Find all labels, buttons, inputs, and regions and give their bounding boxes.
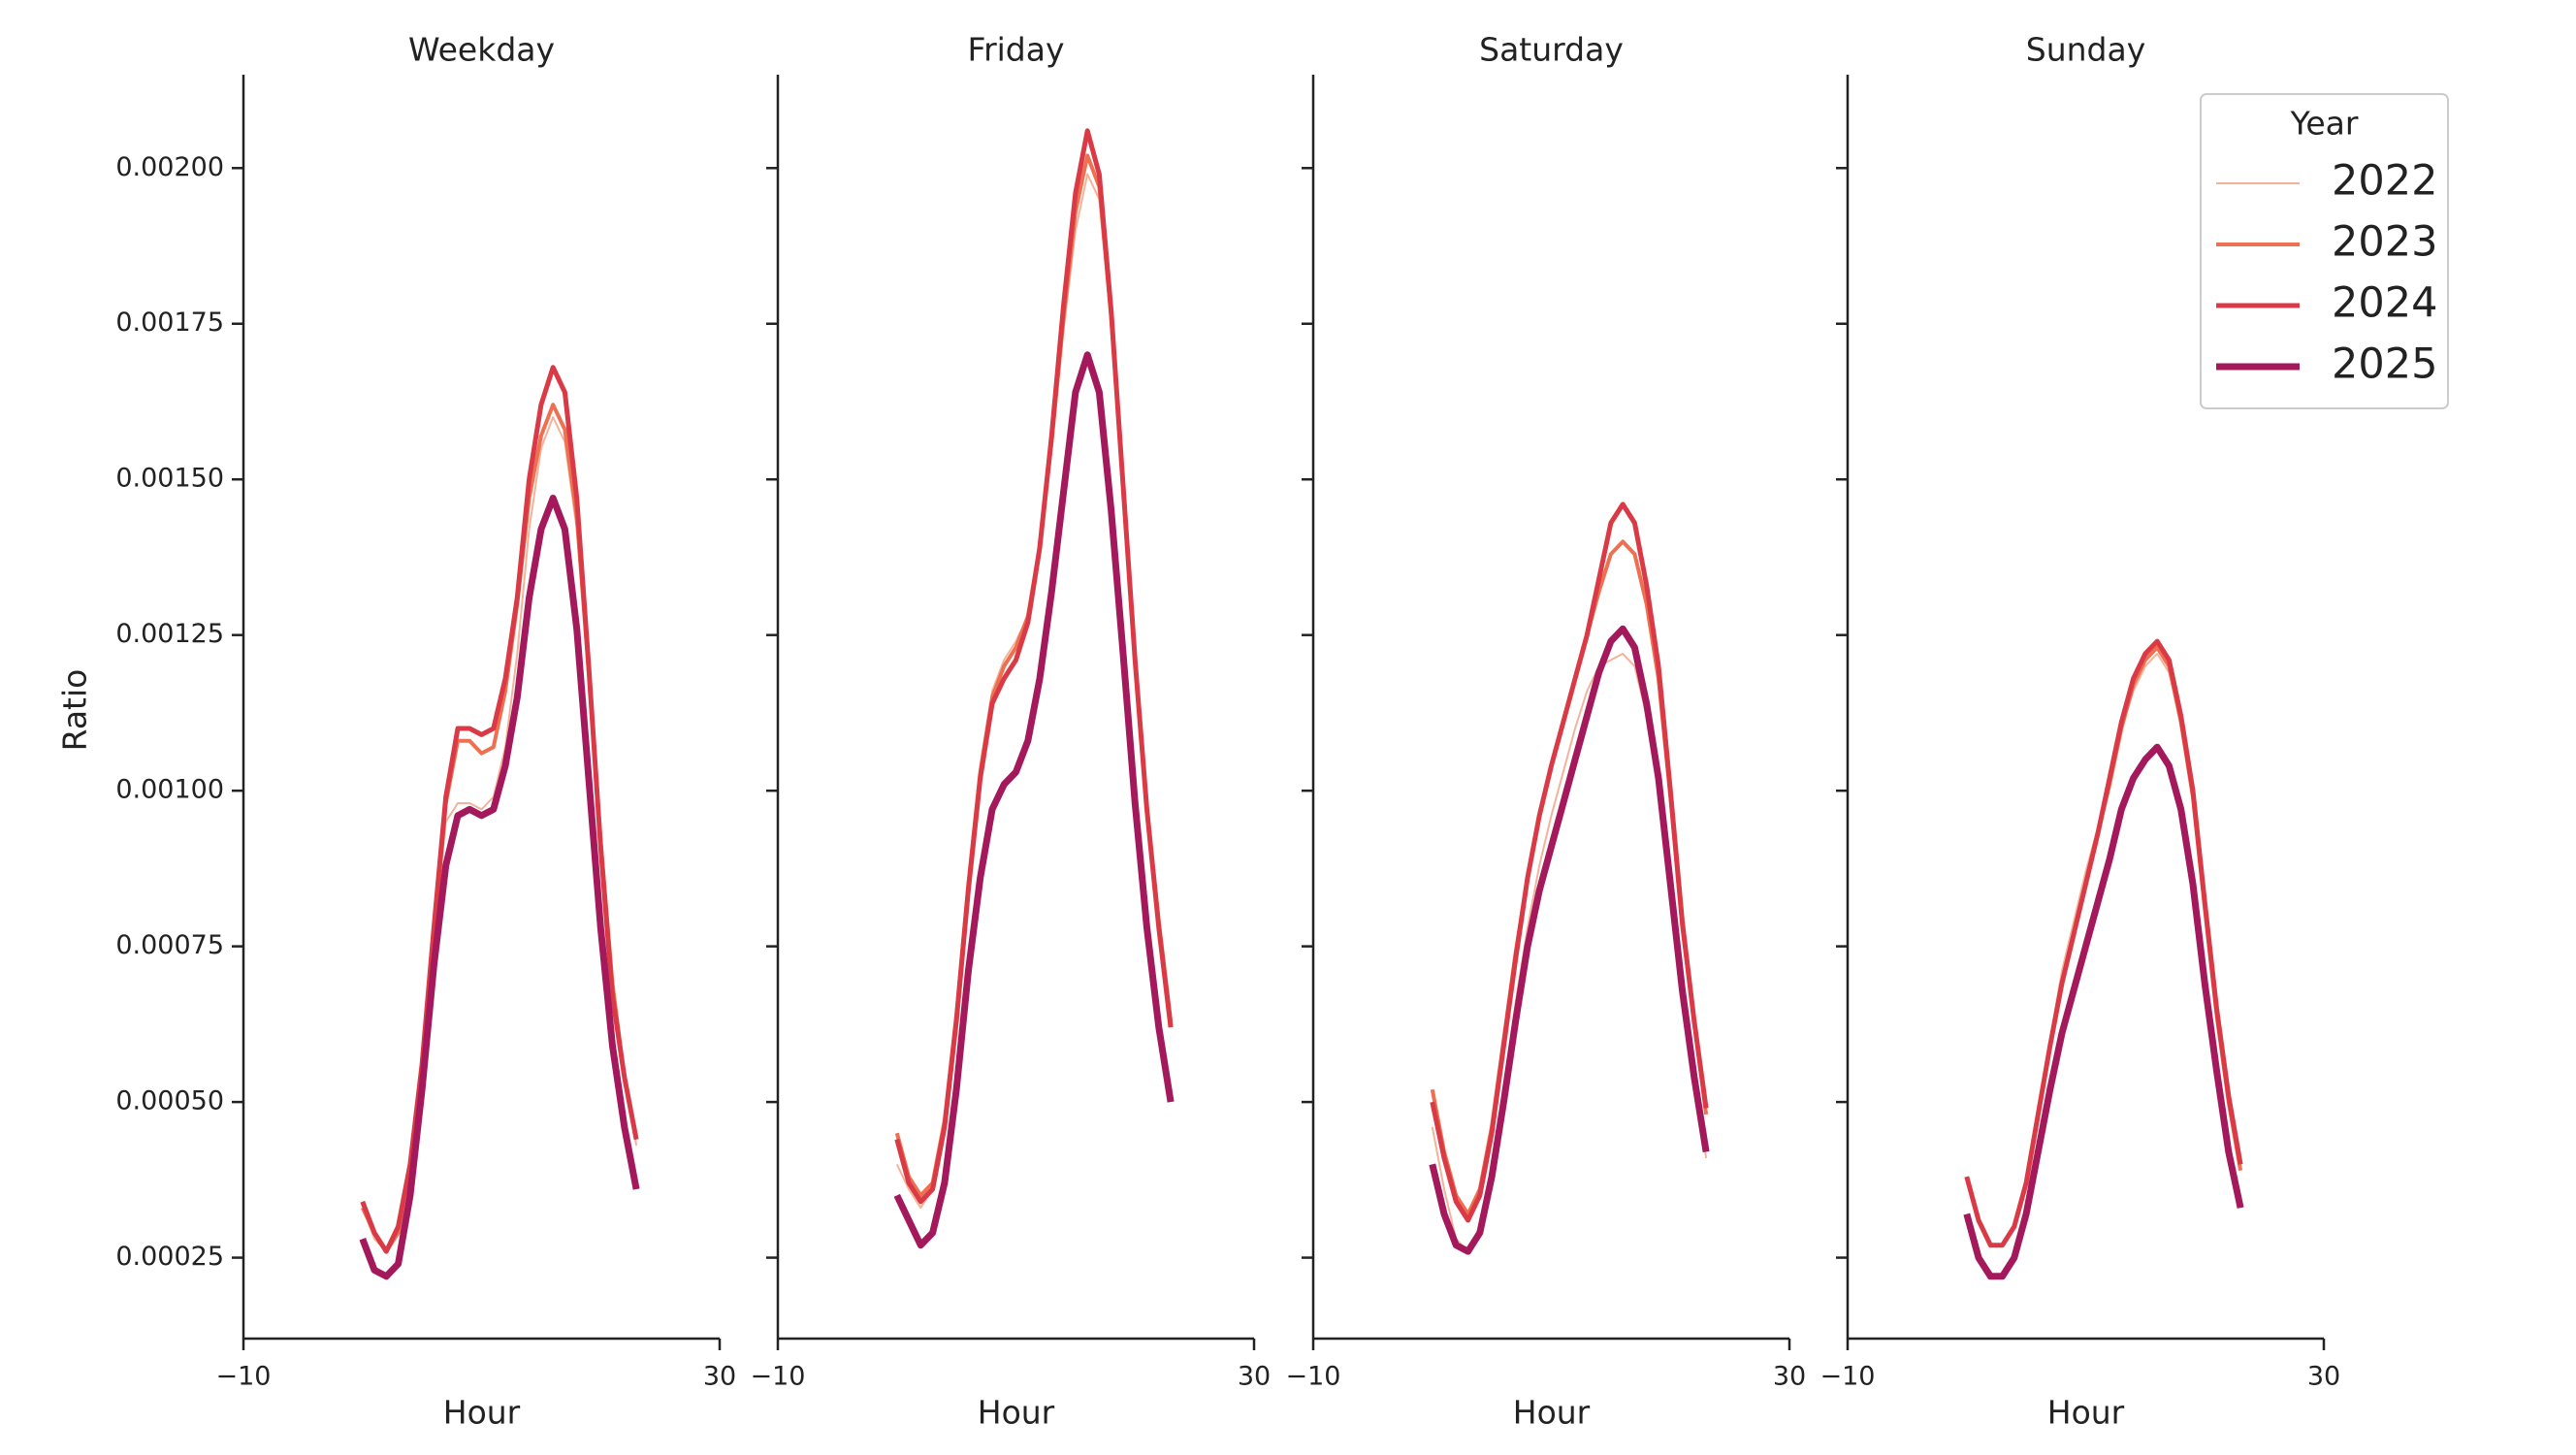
series-line: [1430, 539, 1709, 1216]
panel-title: Weekday: [408, 31, 555, 69]
series-line: [893, 351, 1175, 1249]
y-tick-label: 0.00200: [115, 152, 224, 182]
y-tick-label: 0.00025: [115, 1242, 224, 1272]
legend-label: 2024: [2332, 279, 2437, 328]
series-line: [1964, 638, 2243, 1248]
y-tick-label: 0.00125: [115, 619, 224, 649]
x-tick-label: 30: [703, 1362, 736, 1392]
x-tick-label: −10: [216, 1362, 272, 1392]
x-axis-label: Hour: [978, 1394, 1055, 1432]
legend-box: [2200, 93, 2449, 409]
y-axis-label: Ratio: [56, 669, 94, 752]
panel-title: Sunday: [2026, 31, 2145, 69]
series-line: [894, 153, 1174, 1198]
y-tick-label: 0.00175: [115, 307, 224, 338]
x-axis-label: Hour: [2047, 1394, 2125, 1432]
y-tick-label: 0.00100: [115, 775, 224, 805]
y-tick-label: 0.00075: [115, 930, 224, 960]
series-line: [895, 173, 1173, 1210]
x-tick-label: 30: [1238, 1362, 1271, 1392]
legend-label: 2025: [2332, 340, 2437, 389]
x-tick-label: 30: [1773, 1362, 1806, 1392]
panel-title: Saturday: [1479, 31, 1624, 69]
x-axis-label: Hour: [1513, 1394, 1591, 1432]
x-tick-label: 30: [2307, 1362, 2340, 1392]
series-line: [1963, 743, 2244, 1280]
x-axis-label: Hour: [443, 1394, 521, 1432]
series-line: [360, 365, 639, 1254]
x-tick-label: −10: [1286, 1362, 1341, 1392]
series-line: [359, 495, 640, 1280]
series-line: [894, 128, 1174, 1205]
legend-label: 2022: [2332, 157, 2437, 206]
series-line: [1429, 625, 1710, 1255]
y-tick-label: 0.00150: [115, 464, 224, 494]
series-line: [1430, 501, 1709, 1223]
legend-title: Year: [2290, 105, 2359, 143]
y-tick-label: 0.00050: [115, 1086, 224, 1116]
x-tick-label: −10: [1820, 1362, 1876, 1392]
legend-label: 2023: [2332, 218, 2437, 267]
x-tick-label: −10: [751, 1362, 806, 1392]
panel-title: Friday: [967, 31, 1064, 69]
